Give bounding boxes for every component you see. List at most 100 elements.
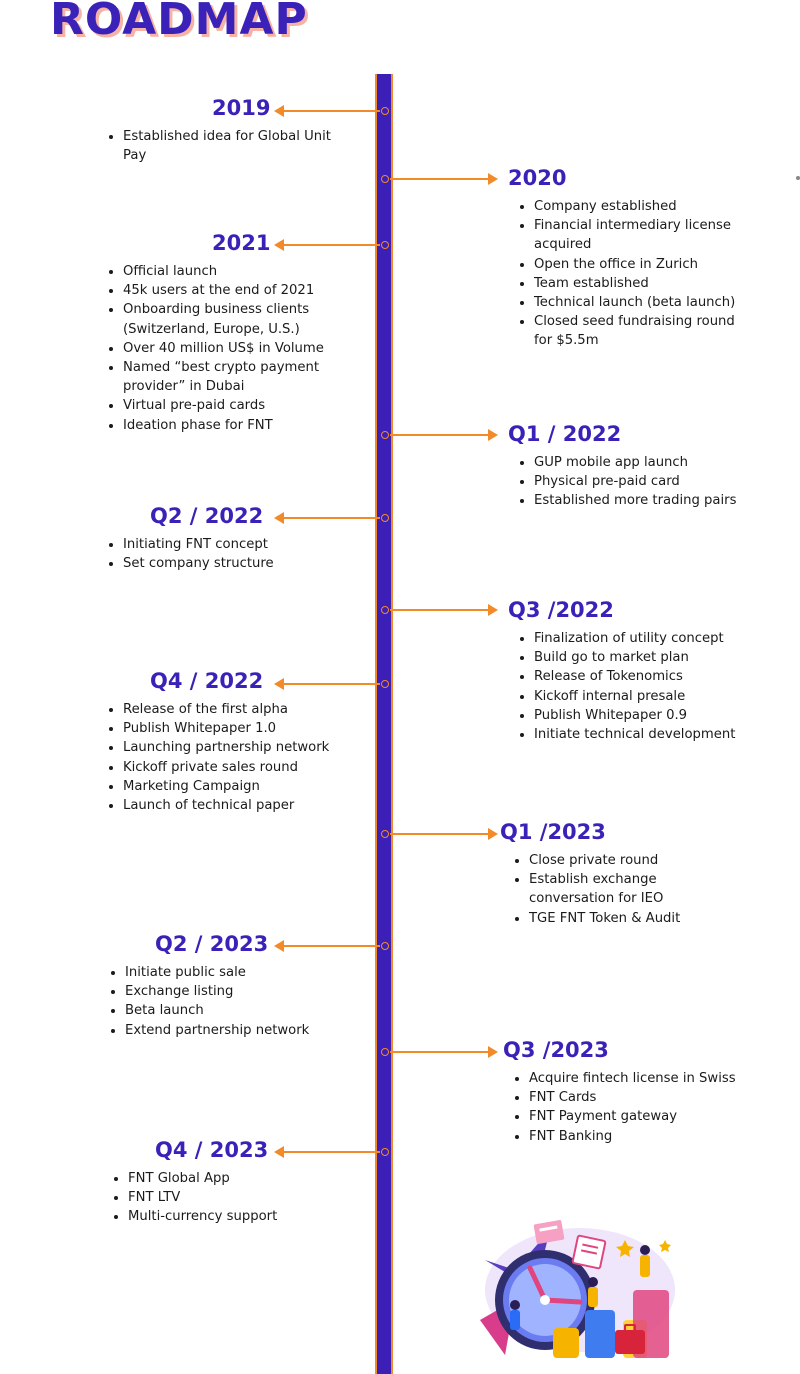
list-item: Publish Whitepaper 0.9 bbox=[534, 706, 774, 725]
connector-line bbox=[284, 1151, 380, 1153]
list-item: Team established bbox=[534, 274, 754, 293]
timeline-node bbox=[381, 514, 389, 522]
arrow-left-icon bbox=[274, 940, 284, 952]
timeline-node bbox=[381, 175, 389, 183]
list-item: Initiating FNT concept bbox=[123, 535, 343, 554]
list-item: Initiate public sale bbox=[125, 963, 365, 982]
list-item: 45k users at the end of 2021 bbox=[123, 281, 353, 300]
milestone-item-list: Initiating FNT conceptSet company struct… bbox=[103, 535, 343, 573]
arrow-right-icon bbox=[488, 1046, 498, 1058]
timeline-node bbox=[381, 431, 389, 439]
timeline-node bbox=[381, 241, 389, 249]
connector-line bbox=[284, 110, 380, 112]
list-item: FNT Banking bbox=[529, 1127, 769, 1146]
connector-line bbox=[390, 609, 488, 611]
list-item: Named “best crypto payment provider” in … bbox=[123, 358, 353, 396]
list-item: Launch of technical paper bbox=[123, 796, 343, 815]
milestone-title: 2020 bbox=[508, 166, 567, 190]
milestone-item-list: Finalization of utility conceptBuild go … bbox=[514, 629, 774, 744]
list-item: Virtual pre-paid cards bbox=[123, 396, 353, 415]
milestone-title: 2019 bbox=[212, 96, 271, 120]
list-item: Onboarding business clients (Switzerland… bbox=[123, 300, 353, 338]
milestone-title: Q3 /2022 bbox=[508, 598, 614, 622]
connector-line bbox=[284, 244, 380, 246]
milestone-title: Q1 / 2022 bbox=[508, 422, 622, 446]
milestone-item-list: Company establishedFinancial intermediar… bbox=[514, 197, 754, 351]
edge-dot bbox=[796, 176, 800, 180]
list-item: Close private round bbox=[529, 851, 719, 870]
list-item: Technical launch (beta launch) bbox=[534, 293, 754, 312]
connector-line bbox=[390, 1051, 488, 1053]
milestone-item-list: Close private roundEstablish exchange co… bbox=[509, 851, 719, 928]
roadmap-illustration bbox=[480, 1220, 675, 1358]
list-item: Exchange listing bbox=[125, 982, 365, 1001]
arrow-right-icon bbox=[488, 173, 498, 185]
milestone-item-list: Initiate public saleExchange listingBeta… bbox=[105, 963, 365, 1040]
milestone-title: 2021 bbox=[212, 231, 271, 255]
list-item: Ideation phase for FNT bbox=[123, 416, 353, 435]
list-item: Acquire fintech license in Swiss bbox=[529, 1069, 769, 1088]
list-item: Established more trading pairs bbox=[534, 491, 754, 510]
milestone-item-list: Official launch45k users at the end of 2… bbox=[103, 262, 353, 435]
list-item: Beta launch bbox=[125, 1001, 365, 1020]
list-item: FNT Payment gateway bbox=[529, 1107, 769, 1126]
connector-line bbox=[390, 178, 488, 180]
milestone-title: Q2 / 2022 bbox=[150, 504, 264, 528]
connector-line bbox=[390, 434, 488, 436]
arrow-right-icon bbox=[488, 828, 498, 840]
milestone-item-list: Release of the first alphaPublish Whitep… bbox=[103, 700, 343, 815]
arrow-right-icon bbox=[488, 604, 498, 616]
list-item: FNT LTV bbox=[128, 1188, 368, 1207]
connector-line bbox=[390, 833, 488, 835]
connector-line bbox=[284, 945, 380, 947]
list-item: Financial intermediary license acquired bbox=[534, 216, 754, 254]
arrow-left-icon bbox=[274, 512, 284, 524]
list-item: FNT Cards bbox=[529, 1088, 769, 1107]
list-item: Kickoff private sales round bbox=[123, 758, 343, 777]
list-item: Launching partnership network bbox=[123, 738, 343, 757]
connector-line bbox=[284, 683, 380, 685]
list-item: GUP mobile app launch bbox=[534, 453, 754, 472]
milestone-title: Q3 /2023 bbox=[503, 1038, 609, 1062]
list-item: Physical pre-paid card bbox=[534, 472, 754, 491]
list-item: Set company structure bbox=[123, 554, 343, 573]
timeline-bar bbox=[375, 74, 393, 1374]
list-item: Company established bbox=[534, 197, 754, 216]
milestone-title: Q1 /2023 bbox=[500, 820, 606, 844]
list-item: Closed seed fundraising round for $5.5m bbox=[534, 312, 754, 350]
list-item: Build go to market plan bbox=[534, 648, 774, 667]
timeline-node bbox=[381, 942, 389, 950]
milestone-item-list: GUP mobile app launchPhysical pre-paid c… bbox=[514, 453, 754, 511]
list-item: Kickoff internal presale bbox=[534, 687, 774, 706]
connector-line bbox=[284, 517, 380, 519]
timeline-node bbox=[381, 1048, 389, 1056]
list-item: Release of the first alpha bbox=[123, 700, 343, 719]
timeline-node bbox=[381, 1148, 389, 1156]
list-item: Official launch bbox=[123, 262, 353, 281]
list-item: Open the office in Zurich bbox=[534, 255, 754, 274]
milestone-item-list: Acquire fintech license in SwissFNT Card… bbox=[509, 1069, 769, 1146]
arrow-left-icon bbox=[274, 1146, 284, 1158]
arrow-left-icon bbox=[274, 105, 284, 117]
timeline-node bbox=[381, 606, 389, 614]
milestone-title: Q4 / 2022 bbox=[150, 669, 264, 693]
list-item: Extend partnership network bbox=[125, 1021, 365, 1040]
page-title: ROADMAP bbox=[50, 0, 308, 45]
milestone-title: Q4 / 2023 bbox=[155, 1138, 269, 1162]
list-item: Establish exchange conversation for IEO bbox=[529, 870, 719, 908]
list-item: Over 40 million US$ in Volume bbox=[123, 339, 353, 358]
list-item: TGE FNT Token & Audit bbox=[529, 909, 719, 928]
list-item: Established idea for Global Unit Pay bbox=[123, 127, 353, 165]
arrow-right-icon bbox=[488, 429, 498, 441]
milestone-title: Q2 / 2023 bbox=[155, 932, 269, 956]
list-item: Multi-currency support bbox=[128, 1207, 368, 1226]
milestone-item-list: FNT Global AppFNT LTVMulti-currency supp… bbox=[108, 1169, 368, 1227]
milestone-item-list: Established idea for Global Unit Pay bbox=[103, 127, 353, 165]
list-item: Release of Tokenomics bbox=[534, 667, 774, 686]
list-item: FNT Global App bbox=[128, 1169, 368, 1188]
list-item: Initiate technical development bbox=[534, 725, 774, 744]
list-item: Finalization of utility concept bbox=[534, 629, 774, 648]
timeline-node bbox=[381, 680, 389, 688]
list-item: Marketing Campaign bbox=[123, 777, 343, 796]
arrow-left-icon bbox=[274, 678, 284, 690]
